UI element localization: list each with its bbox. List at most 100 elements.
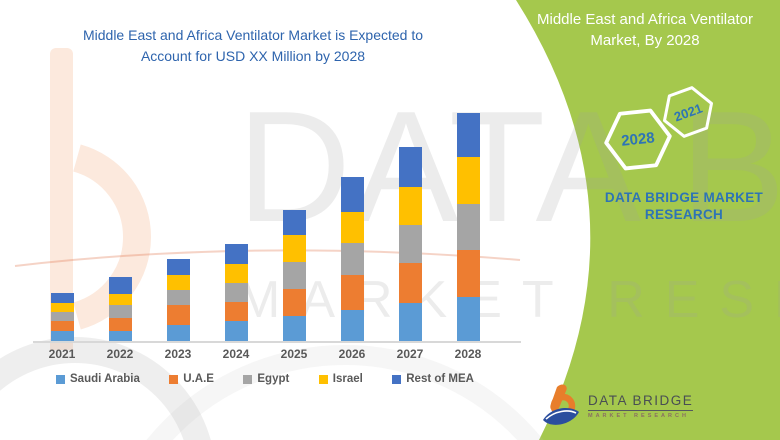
chart-title: Middle East and Africa Ventilator Market…: [40, 25, 466, 67]
stacked-bar-2021: [50, 293, 74, 341]
bar-column-2021: [33, 113, 91, 341]
bar-segment-saudi-arabia: [282, 316, 306, 341]
data-bridge-logo-icon: [543, 384, 579, 425]
x-tick-2025: 2025: [280, 347, 308, 361]
legend-label: U.A.E: [183, 373, 214, 385]
legend-label: Saudi Arabia: [70, 373, 140, 385]
bar-segment-rest-of-mea: [398, 147, 422, 187]
legend-label: Rest of MEA: [406, 373, 474, 385]
bar-segment-rest-of-mea: [456, 113, 480, 157]
bar-segment-egypt: [224, 283, 248, 302]
hexagon-2021: 2021: [657, 82, 720, 142]
bar-segment-israel: [398, 187, 422, 225]
bar-segment-egypt: [340, 243, 364, 275]
bar-segment-saudi-arabia: [340, 310, 364, 341]
legend-swatch-icon: [318, 374, 328, 384]
bar-segment-saudi-arabia: [398, 303, 422, 341]
bar-column-2027: [381, 113, 439, 341]
chart-legend: Saudi Arabia U.A.E Egypt Israel Rest of MEA: [56, 373, 474, 385]
stacked-bar-2028: [456, 113, 480, 341]
data-bridge-logo: DATA BRIDGE MARKET RESEARCH: [542, 383, 694, 429]
legend-item-israel: Israel: [318, 373, 363, 385]
stacked-bar-2024: [224, 244, 248, 341]
x-tick-2022: 2022: [106, 347, 134, 361]
bar-column-2026: [323, 113, 381, 341]
bar-segment-israel: [166, 275, 190, 290]
brand-text-line1: DATA BRIDGE MARKET: [604, 190, 764, 205]
bar-column-2024: [207, 113, 265, 341]
x-tick-2028: 2028: [454, 347, 482, 361]
bar-segment-egypt: [456, 204, 480, 250]
stacked-bar-2025: [282, 210, 306, 341]
hexagon-outline-icon: [663, 86, 713, 138]
bar-segment-rest-of-mea: [224, 244, 248, 264]
stacked-bar-2027: [398, 147, 422, 341]
banner-title: Middle East and Africa Ventilator Market…: [515, 9, 775, 51]
bar-segment-u-a-e: [166, 305, 190, 325]
bar-segment-egypt: [282, 262, 306, 289]
watermark-logo-bar: [50, 48, 73, 350]
bar-segment-israel: [456, 157, 480, 204]
logo-subtitle: MARKET RESEARCH: [588, 413, 689, 419]
x-tick-2027: 2027: [396, 347, 424, 361]
bar-column-2028: [439, 113, 497, 341]
x-tick-2026: 2026: [338, 347, 366, 361]
legend-swatch-icon: [56, 374, 65, 384]
x-tick-2024: 2024: [222, 347, 250, 361]
legend-swatch-icon: [169, 374, 179, 384]
legend-swatch-icon: [243, 374, 253, 384]
legend-item-u-a-e: U.A.E: [169, 373, 214, 385]
bar-segment-rest-of-mea: [340, 177, 364, 212]
bar-segment-u-a-e: [224, 302, 248, 321]
logo-text-block: DATA BRIDGE MARKET RESEARCH: [588, 393, 694, 419]
bar-segment-saudi-arabia: [456, 297, 480, 341]
bar-segment-u-a-e: [398, 263, 422, 303]
hexagon-2028: 2028: [603, 108, 672, 171]
legend-label: Egypt: [257, 373, 290, 385]
bar-segment-saudi-arabia: [224, 321, 248, 341]
bar-segment-u-a-e: [108, 318, 132, 331]
bar-segment-israel: [340, 212, 364, 243]
x-axis-labels: 2021 2022 2023 2024 2025 2026 2027 2028: [33, 347, 497, 361]
bar-segment-rest-of-mea: [282, 210, 306, 235]
bar-segment-israel: [50, 303, 74, 312]
hexagon-2028-label: 2028: [620, 129, 656, 150]
hexagon-outline-icon: [604, 108, 672, 171]
stacked-bar-2026: [340, 177, 364, 341]
x-tick-2023: 2023: [164, 347, 192, 361]
bar-column-2022: [91, 113, 149, 341]
watermark-text-marketresearch: MARKET RESEARCH: [237, 271, 780, 329]
brand-text-line2: RESEARCH: [644, 207, 724, 222]
bar-segment-rest-of-mea: [166, 259, 190, 275]
legend-item-rest-of-mea: Rest of MEA: [392, 373, 474, 385]
bar-column-2023: [149, 113, 207, 341]
bar-segment-saudi-arabia: [50, 331, 74, 341]
bar-segment-u-a-e: [456, 250, 480, 297]
legend-swatch-icon: [392, 374, 402, 384]
x-axis-line: [33, 341, 521, 343]
bar-segment-egypt: [166, 290, 190, 305]
bar-segment-egypt: [50, 312, 74, 321]
bar-segment-israel: [224, 264, 248, 283]
x-tick-2021: 2021: [48, 347, 76, 361]
bar-segment-u-a-e: [50, 321, 74, 331]
bar-column-2025: [265, 113, 323, 341]
legend-item-saudi-arabia: Saudi Arabia: [56, 373, 140, 385]
stacked-bar-2023: [166, 259, 190, 341]
bar-segment-egypt: [398, 225, 422, 263]
legend-item-egypt: Egypt: [243, 373, 289, 385]
bar-segment-israel: [108, 294, 132, 305]
banner-title-line2: Market, By 2028: [590, 32, 700, 49]
bar-chart-bars: [33, 113, 497, 341]
bar-segment-u-a-e: [282, 289, 306, 316]
bar-segment-saudi-arabia: [108, 331, 132, 341]
bar-segment-u-a-e: [340, 275, 364, 310]
chart-title-line1: Middle East and Africa Ventilator Market…: [82, 27, 424, 43]
watermark-text-databridge: DATA BRIDGE: [237, 79, 780, 255]
bar-segment-saudi-arabia: [166, 325, 190, 341]
bar-segment-egypt: [108, 305, 132, 318]
bar-segment-rest-of-mea: [108, 277, 132, 294]
bar-segment-israel: [282, 235, 306, 262]
